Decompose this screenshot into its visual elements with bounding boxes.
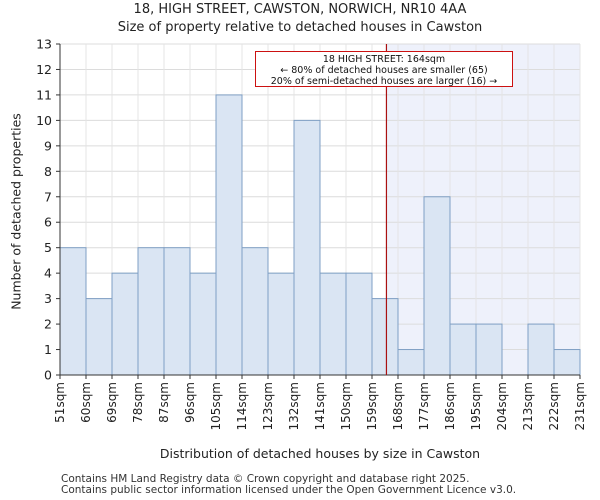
annotation-line-3: 20% of semi-detached houses are larger (…: [270, 76, 498, 87]
x-tick-label-195sqm: 195sqm: [469, 382, 483, 430]
y-tick-label-1: 1: [44, 342, 52, 357]
x-tick-label-159sqm: 159sqm: [365, 382, 379, 430]
bar-186sqm: [449, 323, 477, 376]
bar-114sqm: [241, 247, 269, 376]
y-tick-label-9: 9: [44, 138, 52, 153]
y-tick-label-11: 11: [36, 87, 52, 102]
x-tick-label-132sqm: 132sqm: [287, 382, 301, 430]
bar-222sqm: [553, 349, 581, 376]
footer-copyright: Contains HM Land Registry data © Crown c…: [61, 473, 470, 485]
footer-licence: Contains public sector information licen…: [61, 484, 517, 496]
x-tick-label-123sqm: 123sqm: [261, 382, 275, 430]
bar-213sqm: [527, 323, 555, 376]
x-tick-label-186sqm: 186sqm: [443, 382, 457, 430]
x-tick-label-78sqm: 78sqm: [131, 382, 145, 423]
chart-title-subtitle: Size of property relative to detached ho…: [117, 20, 483, 35]
x-tick-label-96sqm: 96sqm: [183, 382, 197, 423]
x-tick-label-105sqm: 105sqm: [209, 382, 223, 430]
y-tick-label-6: 6: [44, 215, 52, 230]
bar-141sqm: [319, 272, 347, 376]
y-tick-label-3: 3: [44, 291, 52, 306]
bar-195sqm: [475, 323, 503, 376]
bar-51sqm: [59, 247, 87, 376]
y-tick-label-7: 7: [44, 189, 52, 204]
y-tick-label-5: 5: [44, 240, 52, 255]
x-tick-label-141sqm: 141sqm: [313, 382, 327, 430]
y-axis-label: Number of detached properties: [8, 113, 24, 310]
bar-123sqm: [267, 272, 295, 376]
y-tick-label-4: 4: [44, 266, 52, 281]
x-tick-label-177sqm: 177sqm: [417, 382, 431, 430]
bar-168sqm: [397, 349, 425, 376]
x-tick-label-51sqm: 51sqm: [53, 382, 67, 423]
annotation-line-2: ← 80% of detached houses are smaller (65…: [280, 65, 488, 76]
y-tick-label-8: 8: [44, 164, 52, 179]
y-tick-label-2: 2: [44, 317, 52, 332]
y-tick-label-10: 10: [36, 113, 52, 128]
x-tick-label-114sqm: 114sqm: [235, 382, 249, 430]
bar-87sqm: [163, 247, 191, 376]
x-tick-label-213sqm: 213sqm: [521, 382, 535, 430]
x-tick-label-87sqm: 87sqm: [157, 382, 171, 423]
bar-96sqm: [189, 272, 217, 376]
highlight-region: [386, 44, 580, 375]
x-axis-label: Distribution of detached houses by size …: [159, 446, 481, 461]
bar-150sqm: [345, 272, 373, 376]
x-tick-label-69sqm: 69sqm: [105, 382, 119, 423]
x-tick-label-150sqm: 150sqm: [339, 382, 353, 430]
bar-132sqm: [293, 119, 321, 376]
y-tick-label-12: 12: [36, 62, 52, 77]
x-tick-label-204sqm: 204sqm: [495, 382, 509, 430]
bar-60sqm: [85, 298, 113, 376]
x-tick-label-231sqm: 231sqm: [573, 382, 587, 430]
bar-78sqm: [137, 247, 165, 376]
chart-title-address: 18, HIGH STREET, CAWSTON, NORWICH, NR10 …: [133, 2, 467, 17]
x-tick-label-222sqm: 222sqm: [547, 382, 561, 430]
bar-159sqm: [371, 298, 399, 376]
annotation-line-1: 18 HIGH STREET: 164sqm: [322, 54, 446, 65]
annotation-box: 18 HIGH STREET: 164sqm ← 80% of detached…: [255, 51, 513, 87]
bar-177sqm: [423, 196, 451, 376]
bar-105sqm: [215, 94, 243, 376]
x-tick-label-60sqm: 60sqm: [79, 382, 93, 423]
y-tick-label-0: 0: [44, 368, 52, 383]
x-tick-label-168sqm: 168sqm: [391, 382, 405, 430]
bar-69sqm: [111, 272, 139, 376]
y-tick-label-13: 13: [36, 37, 52, 52]
